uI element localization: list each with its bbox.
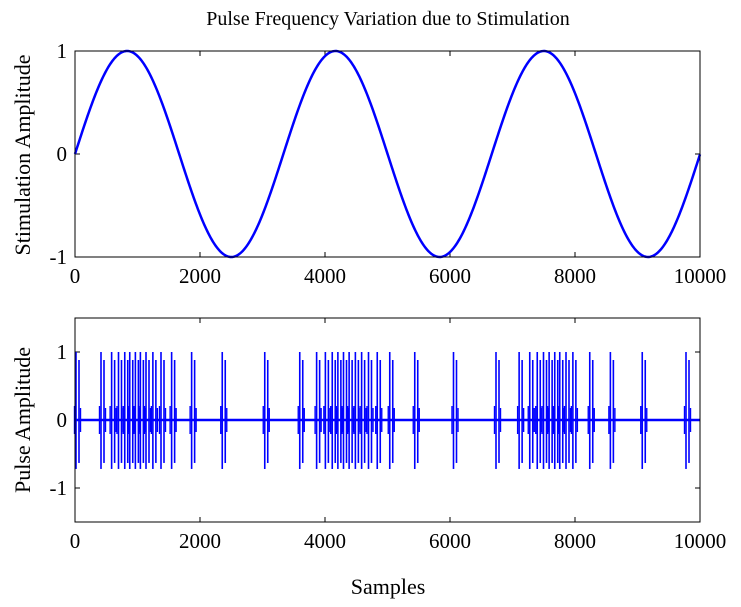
pulse-mark [169,352,177,469]
pulse-mark [516,352,525,469]
pulse-mark [98,352,107,469]
pulse-axes-frame [74,317,701,523]
pulse-mark [297,352,305,469]
chart-title: Pulse Frequency Variation due to Stimula… [206,8,569,30]
pulse-mark [587,352,595,469]
pulse-mark [640,352,648,469]
pulse-mark [570,352,579,469]
pulse-mark [150,352,159,469]
stimulation-x-tick-label: 2000 [179,264,221,288]
stimulation-x-tick-label: 8000 [554,264,596,288]
pulse-mark [220,352,228,469]
pulse-mark [451,352,459,469]
pulse-mark [116,352,124,469]
pulse-mark [143,352,152,469]
pulse-mark [387,352,395,469]
pulse-mark [262,352,270,469]
y-axis-label-stimulation: Stimulation Amplitude [10,54,35,255]
pulse-x-tick-label: 4000 [304,529,346,553]
pulse-mark [359,352,367,469]
pulse-mark [683,352,692,469]
y-axis-label-pulse: Pulse Amplitude [10,347,35,493]
stimulation-x-tick-label: 4000 [304,264,346,288]
pulse-y-tick-label: 1 [57,340,68,364]
pulse-mark [353,352,361,469]
pulse-mark [375,352,383,469]
pulse-mark [493,352,502,469]
pulse-mark [563,352,572,469]
pulse-mark [323,352,331,469]
pulse-mark [366,352,374,469]
pulse-plot-area [73,352,700,469]
pulse-y-tick-label: 0 [57,408,68,432]
pulse-mark [335,352,344,469]
pulse-mark [109,352,117,469]
pulse-mark [608,352,616,469]
pulse-x-tick-label: 8000 [554,529,596,553]
stimulation-axes: Pulse Frequency Variation due to Stimula… [10,8,726,288]
pulse-mark [412,352,420,469]
stimulation-ticks: 0 2000 4000 6000 8000 10000-101 [50,39,727,288]
pulse-mark [314,352,322,469]
stimulation-x-tick-label: 6000 [429,264,471,288]
pulse-ticks: 0 2000 4000 6000 8000 10000 -1 0 1 [50,318,727,553]
stimulation-y-tick-label: 1 [57,39,68,63]
pulse-y-tick-label: -1 [50,476,68,500]
stimulation-y-tick-label: 0 [57,142,68,166]
pulse-mark [557,352,565,469]
pulse-mark [189,352,197,469]
pulse-axes: Pulse Amplitude Samples 0 2000 4000 6000 800… [10,317,727,599]
pulse-mark [527,352,535,469]
stimulation-y-tick-label: -1 [50,245,68,269]
pulse-x-tick-label: 10000 [674,529,727,553]
stimulation-plot-area [73,49,702,259]
x-axis-label-samples: Samples [351,574,426,599]
pulse-x-tick-label: 0 [70,529,81,553]
pulse-mark [158,352,167,469]
stimulation-axes-frame [74,50,701,258]
stimulation-x-tick-label: 0 [70,264,81,288]
pulse-mark [535,352,543,469]
pulse-mark [346,352,355,469]
pulse-x-tick-label: 2000 [179,529,221,553]
pulse-x-tick-label: 6000 [429,529,471,553]
stimulation-series-line [73,49,702,259]
stimulation-x-tick-label: 10000 [674,264,727,288]
